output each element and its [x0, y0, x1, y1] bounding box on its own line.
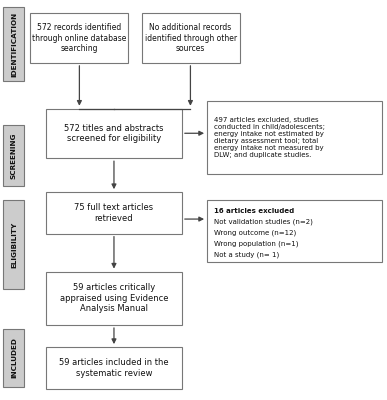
Text: 75 full text articles
retrieved: 75 full text articles retrieved: [74, 203, 153, 223]
Text: ELIGIBILITY: ELIGIBILITY: [11, 222, 17, 268]
Text: 572 records identified
through online database
searching: 572 records identified through online da…: [32, 23, 127, 53]
Text: 59 articles included in the
systematic review: 59 articles included in the systematic r…: [59, 358, 169, 378]
Text: Not a study (n= 1): Not a study (n= 1): [214, 252, 279, 258]
Bar: [46, 192, 182, 234]
Text: 59 articles critically
appraised using Evidence
Analysis Manual: 59 articles critically appraised using E…: [60, 284, 168, 313]
Text: IDENTIFICATION: IDENTIFICATION: [11, 12, 17, 77]
Bar: [3, 329, 24, 387]
Text: INCLUDED: INCLUDED: [11, 338, 17, 378]
Text: 16 articles excluded: 16 articles excluded: [214, 208, 294, 214]
Text: Wrong population (n=1): Wrong population (n=1): [214, 241, 298, 247]
Bar: [207, 200, 382, 262]
Bar: [3, 7, 24, 81]
Text: SCREENING: SCREENING: [11, 132, 17, 178]
Bar: [3, 200, 24, 289]
Text: Wrong outcome (n=12): Wrong outcome (n=12): [214, 230, 296, 236]
Bar: [46, 109, 182, 158]
Bar: [142, 13, 240, 63]
Text: Not validation studies (n=2): Not validation studies (n=2): [214, 218, 313, 225]
Bar: [207, 101, 382, 174]
Text: No additional records
identified through other
sources: No additional records identified through…: [145, 23, 237, 53]
Text: 497 articles excluded, studies
conducted in child/adolescents;
energy intake not: 497 articles excluded, studies conducted…: [214, 117, 325, 158]
Bar: [30, 13, 128, 63]
Bar: [3, 124, 24, 186]
Bar: [46, 272, 182, 325]
Text: 572 titles and abstracts
screened for eligibility: 572 titles and abstracts screened for el…: [64, 124, 164, 143]
Bar: [46, 347, 182, 389]
